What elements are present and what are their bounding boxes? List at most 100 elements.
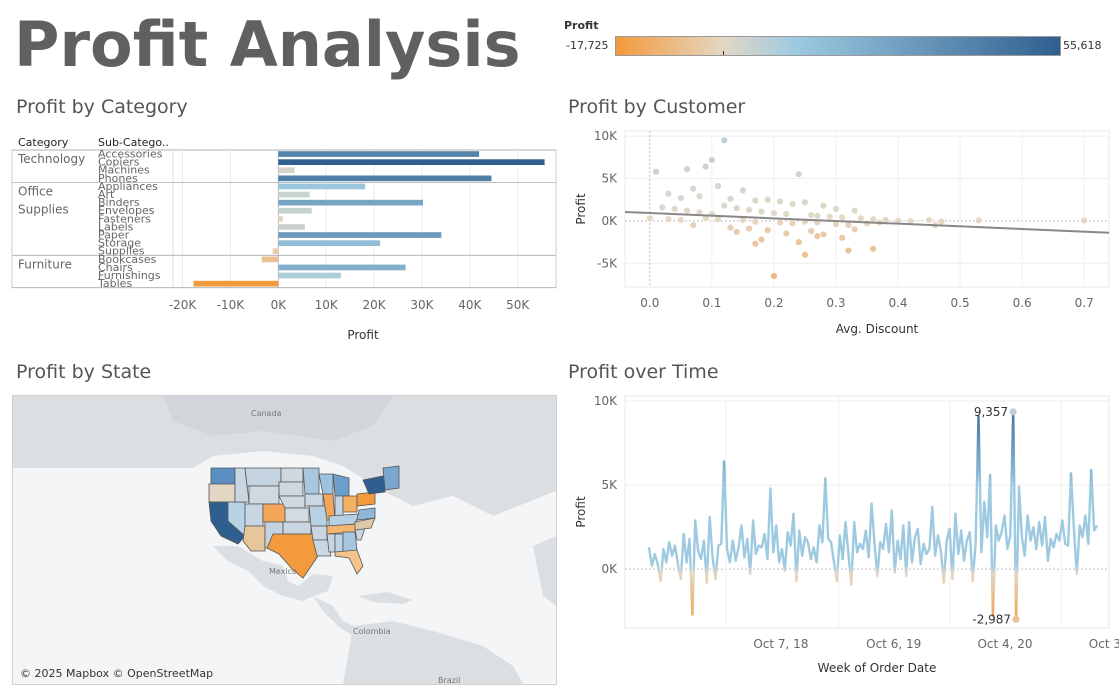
legend-zero-tick xyxy=(723,51,725,55)
customer-point[interactable] xyxy=(788,219,797,228)
customer-point[interactable] xyxy=(801,251,809,259)
bar-bookcases[interactable] xyxy=(261,256,279,263)
customer-point[interactable] xyxy=(757,235,766,244)
customer-point[interactable] xyxy=(726,223,735,232)
customer-point[interactable] xyxy=(782,229,791,238)
customer-point[interactable] xyxy=(720,201,728,210)
customer-point[interactable] xyxy=(819,230,828,239)
customer-point[interactable] xyxy=(689,184,697,193)
bar-storage[interactable] xyxy=(278,240,381,246)
customer-point[interactable] xyxy=(857,214,865,223)
customer-point[interactable] xyxy=(795,238,803,246)
map-label-colombia: Colombia xyxy=(353,627,391,636)
customer-point[interactable] xyxy=(770,272,778,280)
state-minnesota xyxy=(302,467,320,495)
customer-point[interactable] xyxy=(807,211,815,219)
customer-point[interactable] xyxy=(652,167,660,176)
customer-point[interactable] xyxy=(726,195,735,203)
customer-point[interactable] xyxy=(813,212,822,220)
customer-point[interactable] xyxy=(1080,216,1088,225)
customer-point[interactable] xyxy=(869,245,877,253)
x-tick-label: 0.1 xyxy=(702,296,721,310)
customer-point[interactable] xyxy=(683,165,691,173)
customer-point[interactable] xyxy=(664,190,673,198)
customer-point[interactable] xyxy=(838,234,846,242)
customer-point[interactable] xyxy=(739,186,747,195)
bar-accessories[interactable] xyxy=(278,151,480,157)
customer-point[interactable] xyxy=(732,204,741,212)
customer-point[interactable] xyxy=(664,215,673,223)
bar-envelopes[interactable] xyxy=(278,207,312,214)
customer-point[interactable] xyxy=(646,214,654,223)
customer-point[interactable] xyxy=(745,224,753,233)
state-new-england xyxy=(382,465,400,491)
customer-point[interactable] xyxy=(826,212,834,221)
customer-point[interactable] xyxy=(850,225,859,234)
customer-point[interactable] xyxy=(757,207,766,216)
bar-phones[interactable] xyxy=(278,175,492,182)
state-south-dakota xyxy=(278,481,304,497)
profit-by-state-map[interactable]: Canada Mexico Colombia Brazil xyxy=(12,395,557,685)
state-virginia xyxy=(356,507,376,521)
customer-point[interactable] xyxy=(850,206,859,215)
customer-point[interactable] xyxy=(714,182,722,190)
bar-labels[interactable] xyxy=(278,224,305,230)
customer-point[interactable] xyxy=(813,232,822,240)
customer-point[interactable] xyxy=(745,206,753,214)
customer-point[interactable] xyxy=(937,218,946,226)
customer-point[interactable] xyxy=(844,221,853,229)
customer-point[interactable] xyxy=(838,213,846,222)
customer-point[interactable] xyxy=(658,203,666,212)
customer-point[interactable] xyxy=(819,201,828,210)
customer-point[interactable] xyxy=(751,240,760,248)
customer-point[interactable] xyxy=(764,226,772,234)
customer-point[interactable] xyxy=(844,246,853,255)
bar-binders[interactable] xyxy=(278,199,424,206)
min-point[interactable] xyxy=(1012,615,1020,623)
bar-furnishings[interactable] xyxy=(278,272,341,279)
map-attribution[interactable]: © 2025 Mapbox © OpenStreetMap xyxy=(20,667,214,680)
subcategory-label: Supplies xyxy=(98,245,145,258)
bar-tables[interactable] xyxy=(193,280,279,287)
bar-supplies[interactable] xyxy=(272,248,279,255)
customer-point[interactable] xyxy=(776,218,784,227)
customer-point[interactable] xyxy=(776,197,784,206)
customer-point[interactable] xyxy=(732,228,741,236)
customer-point[interactable] xyxy=(770,209,778,217)
customer-point[interactable] xyxy=(788,200,797,208)
customer-point[interactable] xyxy=(677,216,685,224)
customer-point[interactable] xyxy=(782,210,791,218)
customer-point[interactable] xyxy=(677,194,685,202)
customer-point[interactable] xyxy=(720,136,728,145)
bar-chairs[interactable] xyxy=(278,264,406,271)
max-point[interactable] xyxy=(1009,408,1017,416)
profit-line[interactable] xyxy=(647,410,1099,621)
customer-point[interactable] xyxy=(832,205,840,213)
customer-point[interactable] xyxy=(807,227,815,235)
customer-point[interactable] xyxy=(708,156,716,164)
y-axis-title: Profit xyxy=(574,496,588,528)
bar-fasteners[interactable] xyxy=(278,216,283,222)
customer-point[interactable] xyxy=(689,221,697,229)
x-tick-label: -10K xyxy=(217,298,246,312)
state-ohio xyxy=(342,495,358,513)
bar-appliances[interactable] xyxy=(278,183,366,190)
bar-machines[interactable] xyxy=(278,167,295,174)
bar-art[interactable] xyxy=(278,191,310,198)
customer-point[interactable] xyxy=(683,206,691,215)
x-tick-label: 0.3 xyxy=(826,296,845,310)
customer-point[interactable] xyxy=(801,198,809,206)
customer-point[interactable] xyxy=(751,218,760,226)
customer-point[interactable] xyxy=(701,162,710,171)
customer-point[interactable] xyxy=(764,195,772,204)
customer-point[interactable] xyxy=(795,170,803,178)
bar-paper[interactable] xyxy=(278,232,442,238)
customer-point[interactable] xyxy=(670,205,679,213)
state-wyoming xyxy=(248,485,280,505)
trend-line[interactable] xyxy=(624,210,1110,234)
customer-point[interactable] xyxy=(751,196,760,205)
customer-point[interactable] xyxy=(925,216,933,224)
customer-point[interactable] xyxy=(974,216,983,225)
bar-copiers[interactable] xyxy=(278,159,545,165)
customer-point[interactable] xyxy=(695,192,704,200)
